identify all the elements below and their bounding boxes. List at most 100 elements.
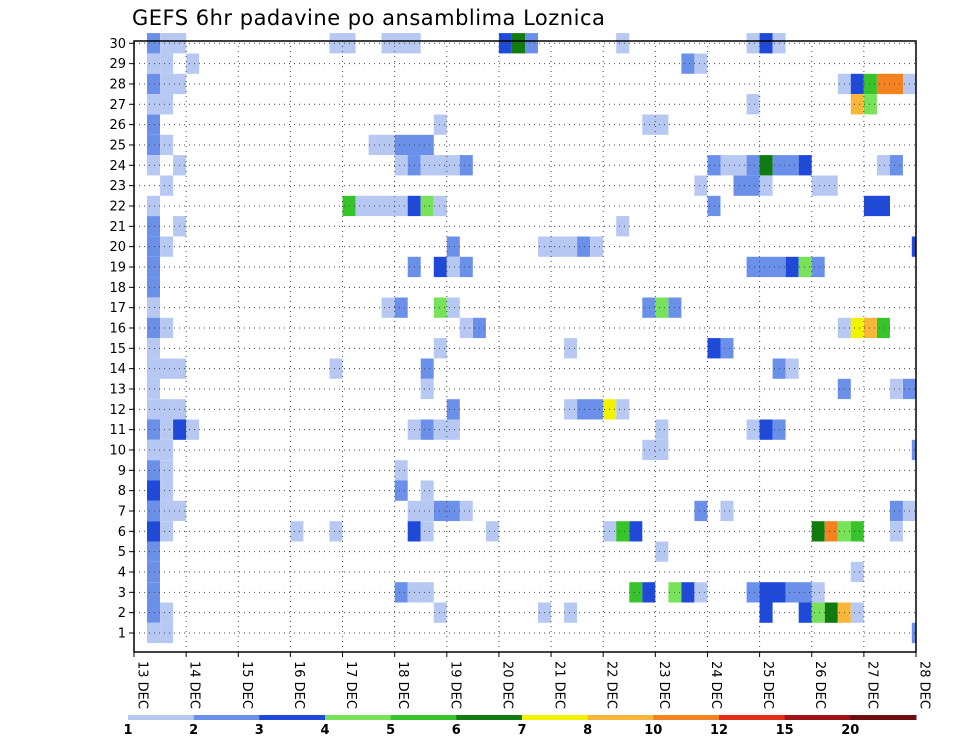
heatmap-cell [746,582,760,603]
heatmap-cell [911,236,916,257]
heatmap-cell [147,582,160,603]
heatmap-cell [147,561,160,583]
heatmap-cell [147,378,160,400]
heatmap-cell [759,155,773,176]
colorbar-label: 15 [776,723,794,738]
heatmap-cell [746,94,760,115]
heatmap-cell [850,521,864,542]
heatmap-cell [459,317,473,339]
heatmap-cell [147,521,160,542]
heatmap-cell [420,521,434,542]
heatmap-cell [420,419,434,440]
heatmap-cell [759,33,773,54]
heatmap-cell [642,114,669,135]
heatmap-cell [785,358,799,379]
heatmap-cell [720,500,734,522]
heatmap-cell [147,399,174,420]
heatmap-cell [876,317,890,339]
y-tick-label: 12 [109,403,126,418]
heatmap-cell [147,317,160,339]
heatmap-cells [147,33,916,644]
colorbar-label: 20 [841,723,859,738]
heatmap-cell [446,297,460,318]
heatmap-cell [160,33,187,54]
heatmap-cell [147,216,160,237]
colorbar-segment [587,715,654,720]
colorbar-segment [193,715,260,720]
heatmap-cell [147,541,160,562]
grid-lines [134,41,916,652]
heatmap-cell [694,53,708,74]
heatmap-cell [147,33,160,54]
heatmap-cell [655,541,669,562]
y-tick-label: 13 [109,382,126,397]
heatmap-cell [160,480,174,501]
heatmap-cell [420,480,434,501]
heatmap-cell [147,500,160,522]
heatmap-cell [863,73,877,95]
y-tick-label: 20 [109,240,126,255]
colorbar-segment [128,715,195,720]
x-tick-label: 27 DEC [864,661,879,709]
y-tick-label: 22 [109,199,126,214]
colorbar-label: 8 [583,723,592,738]
heatmap-cell [147,73,160,95]
heatmap-cell [850,73,864,95]
y-tick-label: 3 [118,586,126,601]
heatmap-cell [746,155,760,176]
x-tick-label: 20 DEC [499,661,514,709]
heatmap-cell [147,236,160,257]
y-tick-label: 26 [109,118,126,133]
x-tick-label: 26 DEC [812,661,827,709]
heatmap-cell [525,33,538,54]
heatmap-cell [446,256,460,278]
x-tick-label: 19 DEC [447,661,462,709]
colorbar-segment [390,715,457,720]
y-tick-label: 1 [118,627,126,642]
heatmap-cell [420,358,434,379]
heatmap-cell [147,53,160,74]
heatmap-cell [160,134,174,156]
heatmap-cell [160,460,174,481]
heatmap-cell [329,521,343,542]
y-tick-label: 16 [109,321,126,336]
heatmap-cell [759,419,773,440]
heatmap-cell [433,297,447,318]
y-tick-label: 10 [109,443,126,458]
colorbar-label: 7 [517,723,526,738]
heatmap-cell [485,521,499,542]
heatmap-cell [746,256,786,278]
heatmap-cell [681,53,695,74]
heatmap-cell [394,582,408,603]
colorbar-label: 5 [386,723,395,738]
heatmap-cell [433,256,447,278]
heatmap-cell [889,521,903,542]
y-tick-label: 23 [109,179,126,194]
colorbar-segment [522,715,589,720]
heatmap-cell [147,195,160,217]
colorbar-label: 2 [189,723,198,738]
colorbar-label: 6 [452,723,461,738]
heatmap-cell [407,500,434,522]
heatmap-cell [616,216,630,237]
heatmap-cell [147,622,160,644]
heatmap-cell [147,460,160,481]
heatmap-cell [433,114,447,135]
x-tick-label: 23 DEC [656,661,671,709]
heatmap-cell [394,155,408,176]
heatmap-cell [911,439,916,461]
heatmap-cell [642,439,669,461]
heatmap-cell [147,256,160,278]
heatmap-cell [160,500,187,522]
heatmap-cell [889,500,903,522]
x-tick-label: 15 DEC [239,661,254,709]
heatmap-cell [459,155,473,176]
y-tick-label: 9 [118,464,126,479]
plot-frame [133,40,917,653]
x-tick-label: 28 DEC [917,661,932,709]
heatmap-cell [459,256,473,278]
heatmap-cell [147,439,174,461]
heatmap-cell [642,297,656,318]
heatmap-cell [824,602,838,623]
heatmap-cell [446,236,460,257]
